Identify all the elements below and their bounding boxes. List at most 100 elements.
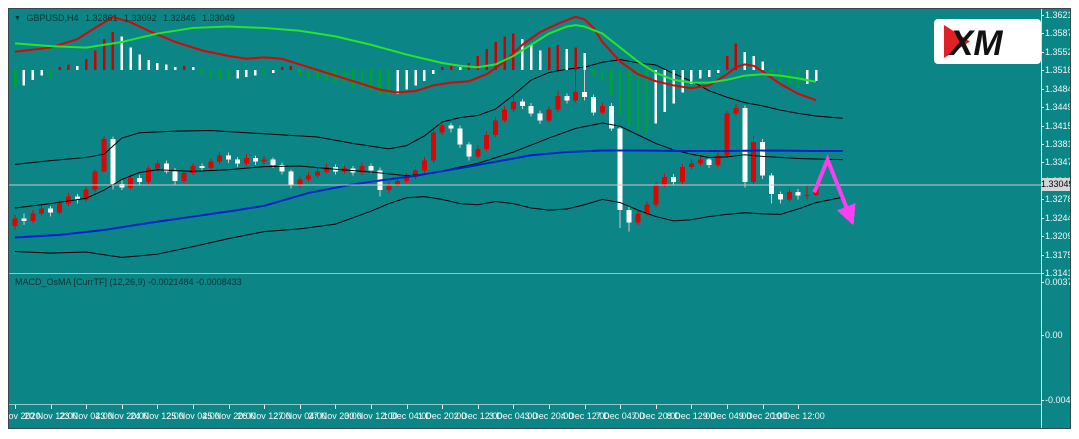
candle-body xyxy=(421,160,427,171)
time-axis-label: 24 Nov 12:00 xyxy=(130,411,184,421)
pane-separator[interactable] xyxy=(9,273,1041,274)
candle-body xyxy=(760,141,766,176)
candle-body xyxy=(137,177,143,183)
candle-body xyxy=(217,155,223,162)
candle-body xyxy=(484,134,490,149)
axis-tick xyxy=(549,405,550,409)
price-axis-label: 1.34490 xyxy=(1045,102,1070,112)
price-axis-label: 1.33470 xyxy=(1045,157,1070,167)
macd-red-line xyxy=(14,15,817,102)
symbol-name: GBPUSD,H4 xyxy=(26,13,79,23)
candle-body xyxy=(181,173,187,182)
candle-body xyxy=(697,159,703,164)
time-axis-label: 25 Nov 20:00 xyxy=(202,411,256,421)
time-axis-label: 3 Dec 04:00 xyxy=(488,411,538,421)
candle-body xyxy=(288,171,294,185)
current-price-tag: 1.33049 xyxy=(1041,178,1071,191)
time-axis-label: 7 Dec 04:00 xyxy=(595,411,645,421)
axis-tick xyxy=(15,405,16,409)
candle-body xyxy=(475,148,481,157)
axis-tick xyxy=(1041,236,1044,237)
symbol-dropdown-icon[interactable]: ▼ xyxy=(14,15,21,22)
axis-tick xyxy=(620,405,621,409)
axis-tick xyxy=(229,405,230,409)
candle-body xyxy=(466,144,472,157)
candle-body xyxy=(190,166,196,174)
macd-axis-label: 0.00378 xyxy=(1045,277,1070,287)
candle-body xyxy=(546,109,552,121)
sell-signal-arrow[interactable] xyxy=(812,154,856,226)
candle-body xyxy=(261,159,267,162)
candle-body xyxy=(742,107,748,183)
axis-tick xyxy=(1041,33,1044,34)
candle-body xyxy=(21,218,27,221)
macd-indicator-pane[interactable] xyxy=(9,9,1041,139)
candle-body xyxy=(48,208,54,213)
candle-body xyxy=(777,193,783,200)
chart-area[interactable]: 1.36210 1.35870 1.35520 1.35180 1.34840 1.344… xyxy=(8,8,1071,429)
candle-body xyxy=(315,171,321,176)
price-axis-label: 1.36210 xyxy=(1045,10,1070,20)
candle-body xyxy=(519,101,525,106)
candle-body xyxy=(252,157,258,162)
time-axis-label: 20 Nov 12:00 xyxy=(24,411,78,421)
candle-body xyxy=(119,183,125,188)
candle-body xyxy=(430,132,436,161)
candle-body xyxy=(662,176,668,185)
candle-body xyxy=(671,176,677,183)
candle-body xyxy=(564,96,570,101)
time-axis-label: 27 Nov 20:00 xyxy=(308,411,362,421)
axis-tick xyxy=(1041,199,1044,200)
axis-tick xyxy=(585,405,586,409)
axis-tick xyxy=(656,405,657,409)
bollinger-middle-line xyxy=(14,122,843,209)
candle-body xyxy=(733,107,739,114)
candle-body xyxy=(448,125,454,129)
time-axis-label: 10 Dec 12:00 xyxy=(771,411,825,421)
axis-tick xyxy=(1041,89,1044,90)
axis-tick xyxy=(442,405,443,409)
macd-axis-label: -0.00465 xyxy=(1045,395,1071,405)
candle-body xyxy=(510,101,516,110)
candle-body xyxy=(644,204,650,214)
axis-tick xyxy=(763,405,764,409)
candle-body xyxy=(680,167,685,183)
axis-tick xyxy=(122,405,123,409)
axis-tick xyxy=(193,405,194,409)
candle-body xyxy=(279,164,285,172)
axis-tick xyxy=(727,405,728,409)
axis-tick xyxy=(1041,162,1044,163)
price-axis-label: 1.32090 xyxy=(1045,231,1070,241)
candle-body xyxy=(243,157,249,164)
candle-body xyxy=(395,181,401,185)
time-axis-label: 1 Dec 20:00 xyxy=(417,411,467,421)
xm-logo-text: XM xyxy=(948,24,1003,63)
ohlc-close: 1.33049 xyxy=(202,13,235,23)
price-axis[interactable]: 1.36210 1.35870 1.35520 1.35180 1.34840 1.344… xyxy=(1041,9,1071,428)
axis-tick xyxy=(1041,273,1044,274)
axis-tick xyxy=(1041,218,1044,219)
axis-tick xyxy=(478,405,479,409)
axis-tick xyxy=(1041,144,1044,145)
xm-logo-graphic: XM xyxy=(944,24,1003,63)
candle-body xyxy=(493,120,499,135)
axis-tick xyxy=(1041,15,1044,16)
candle-body xyxy=(226,155,232,160)
candle-body xyxy=(502,109,507,121)
candle-body xyxy=(368,166,374,171)
time-axis-label: 27 Nov 04:00 xyxy=(273,411,327,421)
ohlc-open: 1.32861 xyxy=(84,13,118,23)
moving-average-line xyxy=(14,149,843,239)
time-axis-label: 4 Dec 12:00 xyxy=(560,411,610,421)
indicator-label: MACD_OsMA [CurrTF] (12,26,9) -0.0021484 … xyxy=(15,277,242,287)
candle-body xyxy=(359,166,365,173)
candle-body xyxy=(297,179,303,185)
price-pane[interactable] xyxy=(9,9,1041,274)
time-axis-label: 7 Dec 20:00 xyxy=(631,411,681,421)
candle-body xyxy=(74,196,80,200)
price-axis-label: 1.34840 xyxy=(1045,84,1070,94)
candle-body xyxy=(653,184,659,205)
candle-body xyxy=(582,91,588,98)
